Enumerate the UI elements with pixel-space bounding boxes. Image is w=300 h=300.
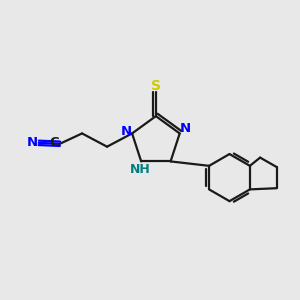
Text: S: S	[151, 79, 161, 92]
Text: N: N	[179, 122, 191, 135]
Text: NH: NH	[130, 163, 150, 176]
Text: N: N	[27, 136, 38, 149]
Text: N: N	[121, 125, 132, 139]
Text: C: C	[49, 136, 58, 149]
